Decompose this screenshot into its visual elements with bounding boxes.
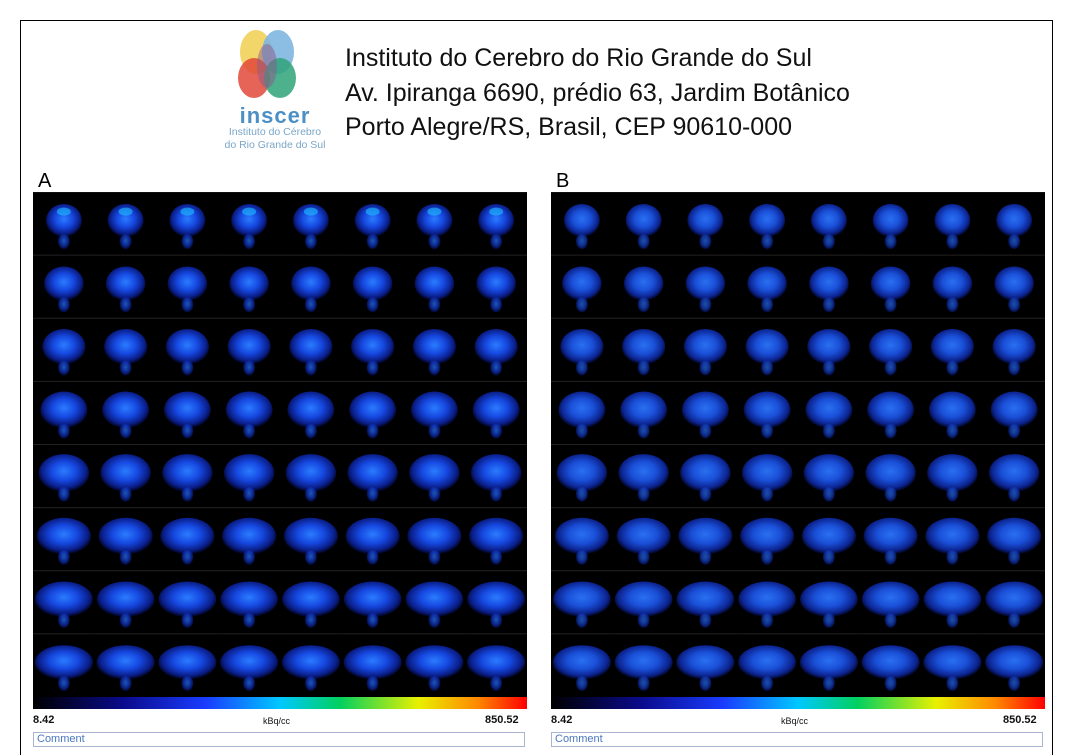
address-line: Porto Alegre/RS, Brasil, CEP 90610-000 [345,113,792,142]
pet-image [33,192,527,697]
scale-min: 8.42 [33,714,54,726]
panel-label: B [556,170,569,193]
pet-image [551,192,1045,697]
comment-box[interactable]: Comment [551,732,1043,747]
scale-unit: kBq/cc [781,716,808,726]
scale-max: 850.52 [485,714,519,726]
scale-min: 8.42 [551,714,572,726]
scale-unit: kBq/cc [263,716,290,726]
address-line: Av. Ipiranga 6690, prédio 63, Jardim Bot… [345,79,850,108]
logo-line: Instituto do Cérebro [210,126,340,138]
comment-box[interactable]: Comment [33,732,525,747]
address-line: Instituto do Cerebro do Rio Grande do Su… [345,44,812,73]
panel-label: A [38,170,51,193]
scale-max: 850.52 [1003,714,1037,726]
colorbar [551,697,1045,709]
colorbar [33,697,527,709]
page: inscer Instituto do Cérebro do Rio Grand… [0,0,1074,756]
logo-mark [232,26,302,108]
logo-line: do Rio Grande do Sul [210,139,340,151]
